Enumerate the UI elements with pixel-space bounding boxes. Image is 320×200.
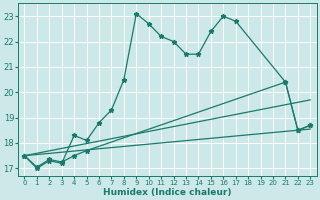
X-axis label: Humidex (Indice chaleur): Humidex (Indice chaleur) <box>103 188 232 197</box>
